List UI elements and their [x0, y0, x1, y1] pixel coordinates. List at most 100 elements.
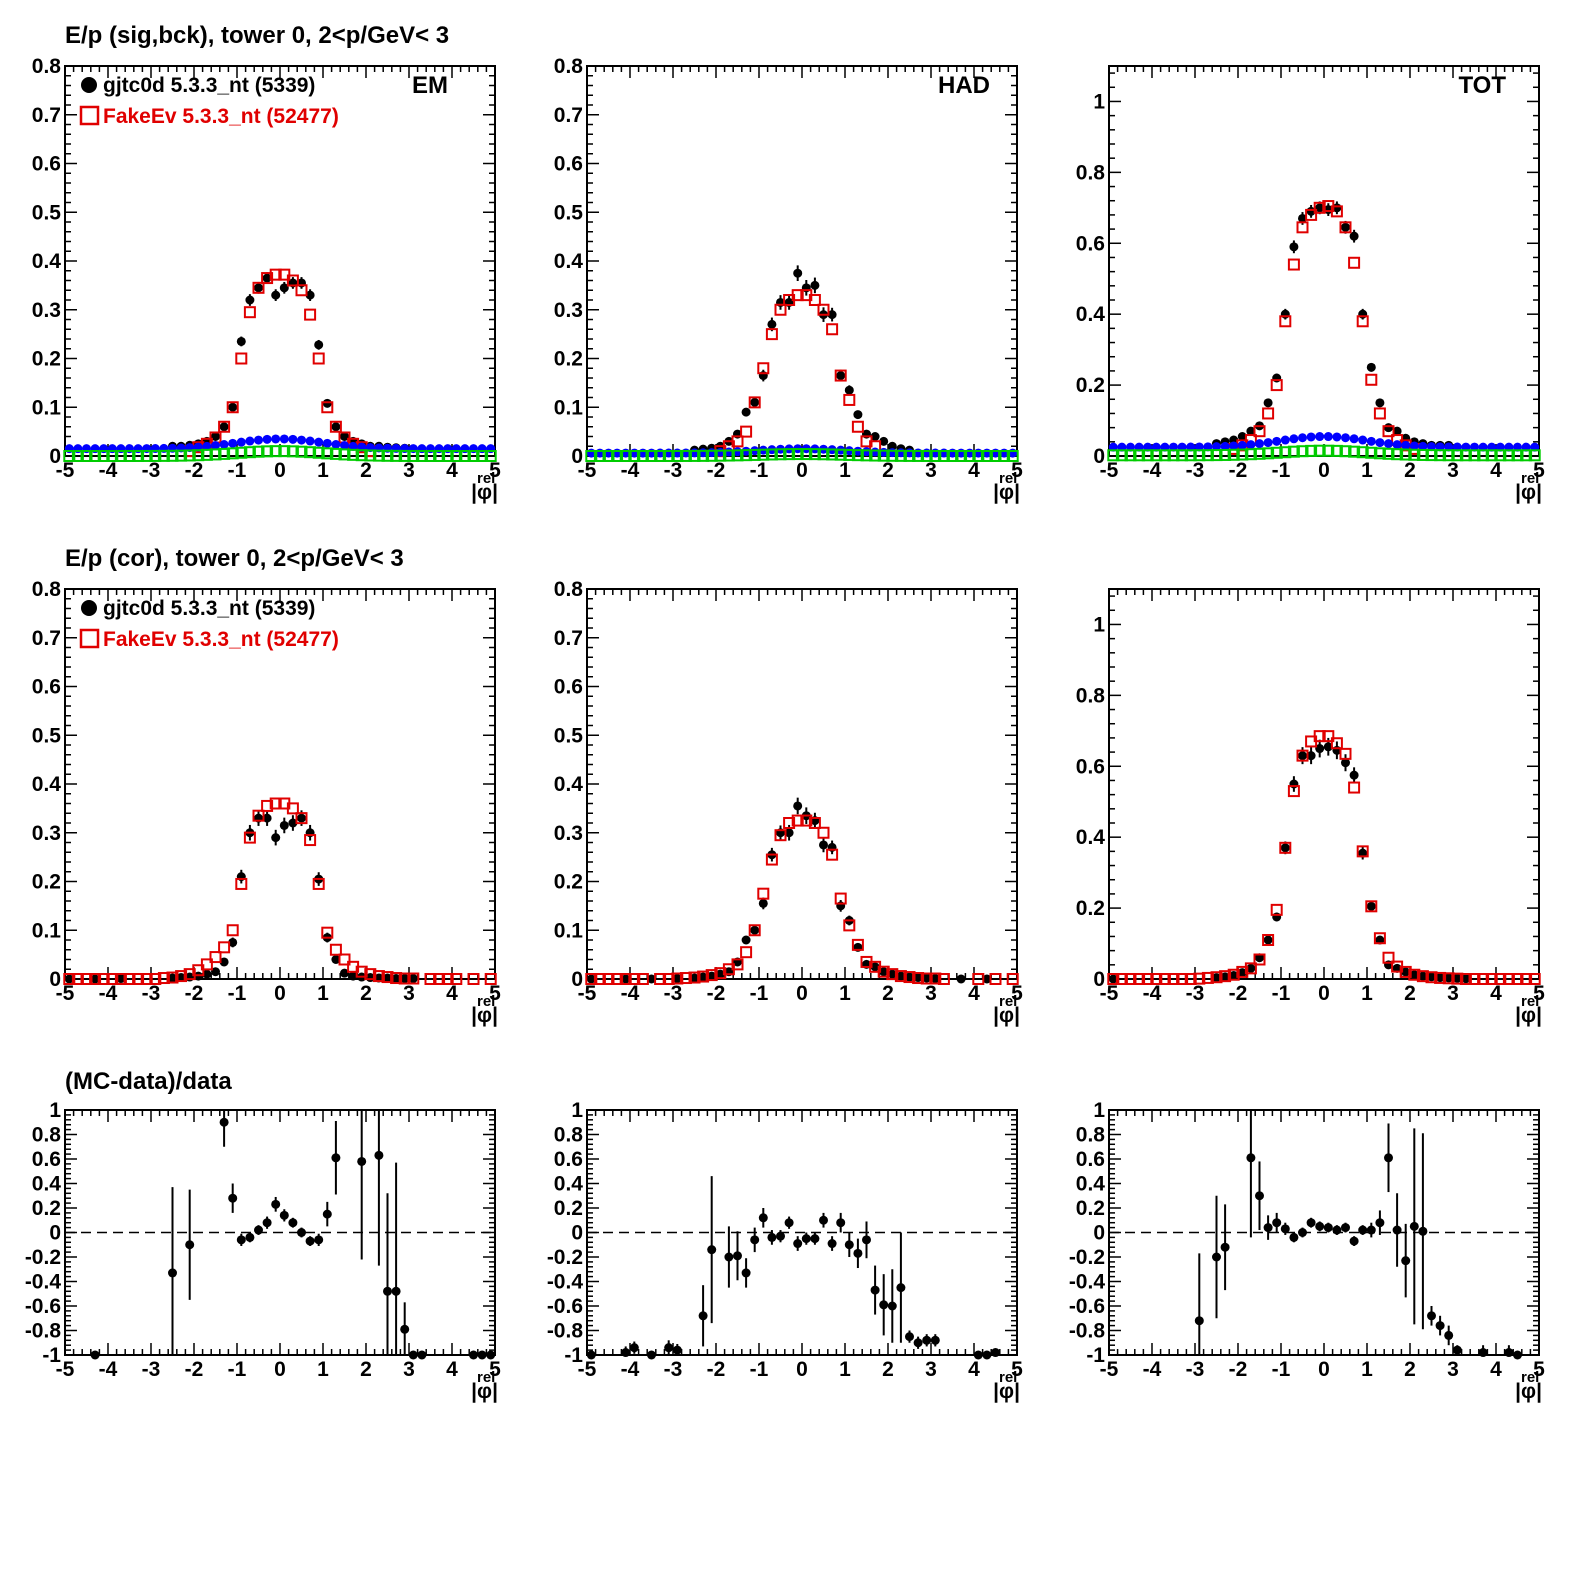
data-point [390, 449, 403, 462]
x-tick-label: -5 [56, 459, 75, 482]
x-tick-label: -3 [664, 459, 683, 482]
data-point [1227, 448, 1240, 461]
y-tick-label: -0.2 [547, 1246, 583, 1269]
data-point [1246, 426, 1256, 436]
data-point [1237, 432, 1247, 441]
data-point [1418, 971, 1428, 981]
data-point [853, 1248, 863, 1258]
data-point [1494, 449, 1507, 462]
data-point [441, 973, 454, 985]
y-tick-label: 0.6 [1076, 1148, 1105, 1171]
data-point [1444, 973, 1454, 983]
data-point [1349, 1236, 1359, 1246]
data-point [1356, 845, 1369, 858]
data-point [826, 448, 839, 461]
y-tick-label: 0.8 [1076, 1124, 1106, 1147]
x-tick-label: 5 [1011, 982, 1023, 1005]
data-point [896, 1283, 906, 1293]
x-axis-label: |φ [1515, 481, 1536, 504]
y-tick-label: 1 [1093, 1099, 1105, 1122]
data-point [1392, 1225, 1402, 1235]
data-point [1425, 971, 1438, 984]
data-point [185, 1240, 195, 1250]
data-point [1399, 448, 1412, 461]
x-tick-label: 4 [446, 1358, 458, 1381]
data-point [793, 1239, 803, 1249]
data-point [705, 969, 718, 982]
y-tick-label: -0.6 [547, 1295, 583, 1318]
x-tick-label: 5 [1011, 1358, 1023, 1381]
y-tick-label: 0 [571, 968, 583, 991]
data-point [791, 289, 804, 302]
data-point [71, 449, 84, 462]
data-point [1237, 440, 1247, 450]
data-point [1246, 1153, 1256, 1163]
data-point [1322, 444, 1335, 457]
x-tick-label: -2 [1229, 982, 1248, 1005]
data-point [1220, 441, 1230, 451]
data-point [887, 969, 897, 979]
y-tick-label: -0.2 [1069, 1246, 1105, 1269]
data-point [1451, 972, 1464, 985]
data-point [1427, 442, 1436, 452]
data-point [645, 449, 658, 462]
data-point [1392, 440, 1402, 450]
data-point [484, 973, 497, 985]
data-point [741, 935, 751, 945]
x-axis-label-bar: | [1536, 1004, 1542, 1027]
y-tick-label: 0 [571, 445, 583, 468]
data-point [236, 1235, 246, 1245]
data-point [1435, 973, 1445, 983]
data-point [321, 447, 334, 460]
data-point [619, 449, 632, 462]
x-axis-label: |φ [1515, 1380, 1536, 1403]
data-point [192, 449, 205, 462]
x-tick-label: 0 [796, 459, 808, 482]
data-point [654, 973, 667, 985]
data-point [1435, 1321, 1445, 1331]
data-point [1167, 449, 1180, 462]
data-point [347, 448, 360, 461]
data-point [1349, 231, 1359, 241]
data-point [219, 957, 229, 967]
data-point [810, 1234, 820, 1244]
data-point [71, 973, 84, 985]
y-tick-label: -0.8 [25, 1320, 62, 1343]
data-point [243, 306, 256, 319]
data-point [226, 401, 239, 414]
data-point [211, 441, 220, 451]
data-point [331, 422, 341, 432]
data-point [1459, 973, 1472, 985]
data-point [1332, 432, 1342, 442]
data-point [1348, 256, 1361, 269]
data-point [1296, 749, 1309, 762]
data-point [1348, 781, 1361, 794]
data-point [937, 449, 950, 462]
data-point [1306, 1218, 1316, 1228]
data-point [1315, 432, 1325, 442]
data-point [664, 1343, 674, 1353]
data-point [450, 449, 463, 462]
data-point [783, 817, 796, 829]
data-point [930, 974, 940, 984]
y-tick-label: 0.3 [32, 299, 61, 322]
data-point [1477, 449, 1490, 462]
y-tick-label: 0.1 [554, 919, 584, 942]
data-point [1298, 213, 1307, 223]
x-axis-label-sup: rel [477, 470, 495, 487]
x-tick-label: -3 [664, 1358, 683, 1381]
data-point [1427, 1311, 1436, 1321]
data-point [887, 1301, 897, 1311]
data-point [698, 972, 708, 982]
x-tick-label: -3 [142, 459, 161, 482]
y-tick-label: 0.5 [554, 201, 584, 224]
data-point [1332, 1225, 1342, 1235]
data-point [64, 974, 74, 984]
plot-frame [586, 588, 1018, 980]
legend-data-label: gjtc0d 5.3.3_nt (5339) [103, 74, 315, 97]
data-point [1339, 221, 1352, 234]
x-tick-label: -1 [1272, 982, 1291, 1005]
y-tick-label: 0.6 [554, 153, 583, 176]
data-point [1236, 448, 1249, 461]
data-point [1115, 973, 1128, 985]
